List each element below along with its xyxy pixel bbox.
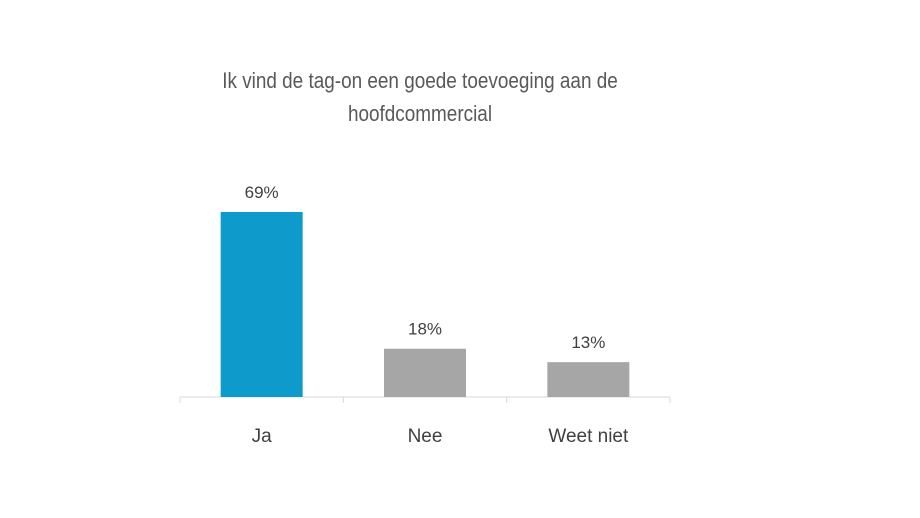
category-label: Ja <box>252 426 273 447</box>
bar-nee <box>384 348 466 397</box>
chart-title: Ik vind de tag-on een goede toevoeging a… <box>222 68 618 126</box>
bar-ja <box>220 212 303 397</box>
bar-weet-niet <box>547 362 630 397</box>
data-label: 18% <box>408 320 442 339</box>
data-label: 13% <box>571 333 605 352</box>
category-label: Weet niet <box>548 426 629 447</box>
category-label: Nee <box>408 426 443 447</box>
data-label: 69% <box>245 183 279 202</box>
